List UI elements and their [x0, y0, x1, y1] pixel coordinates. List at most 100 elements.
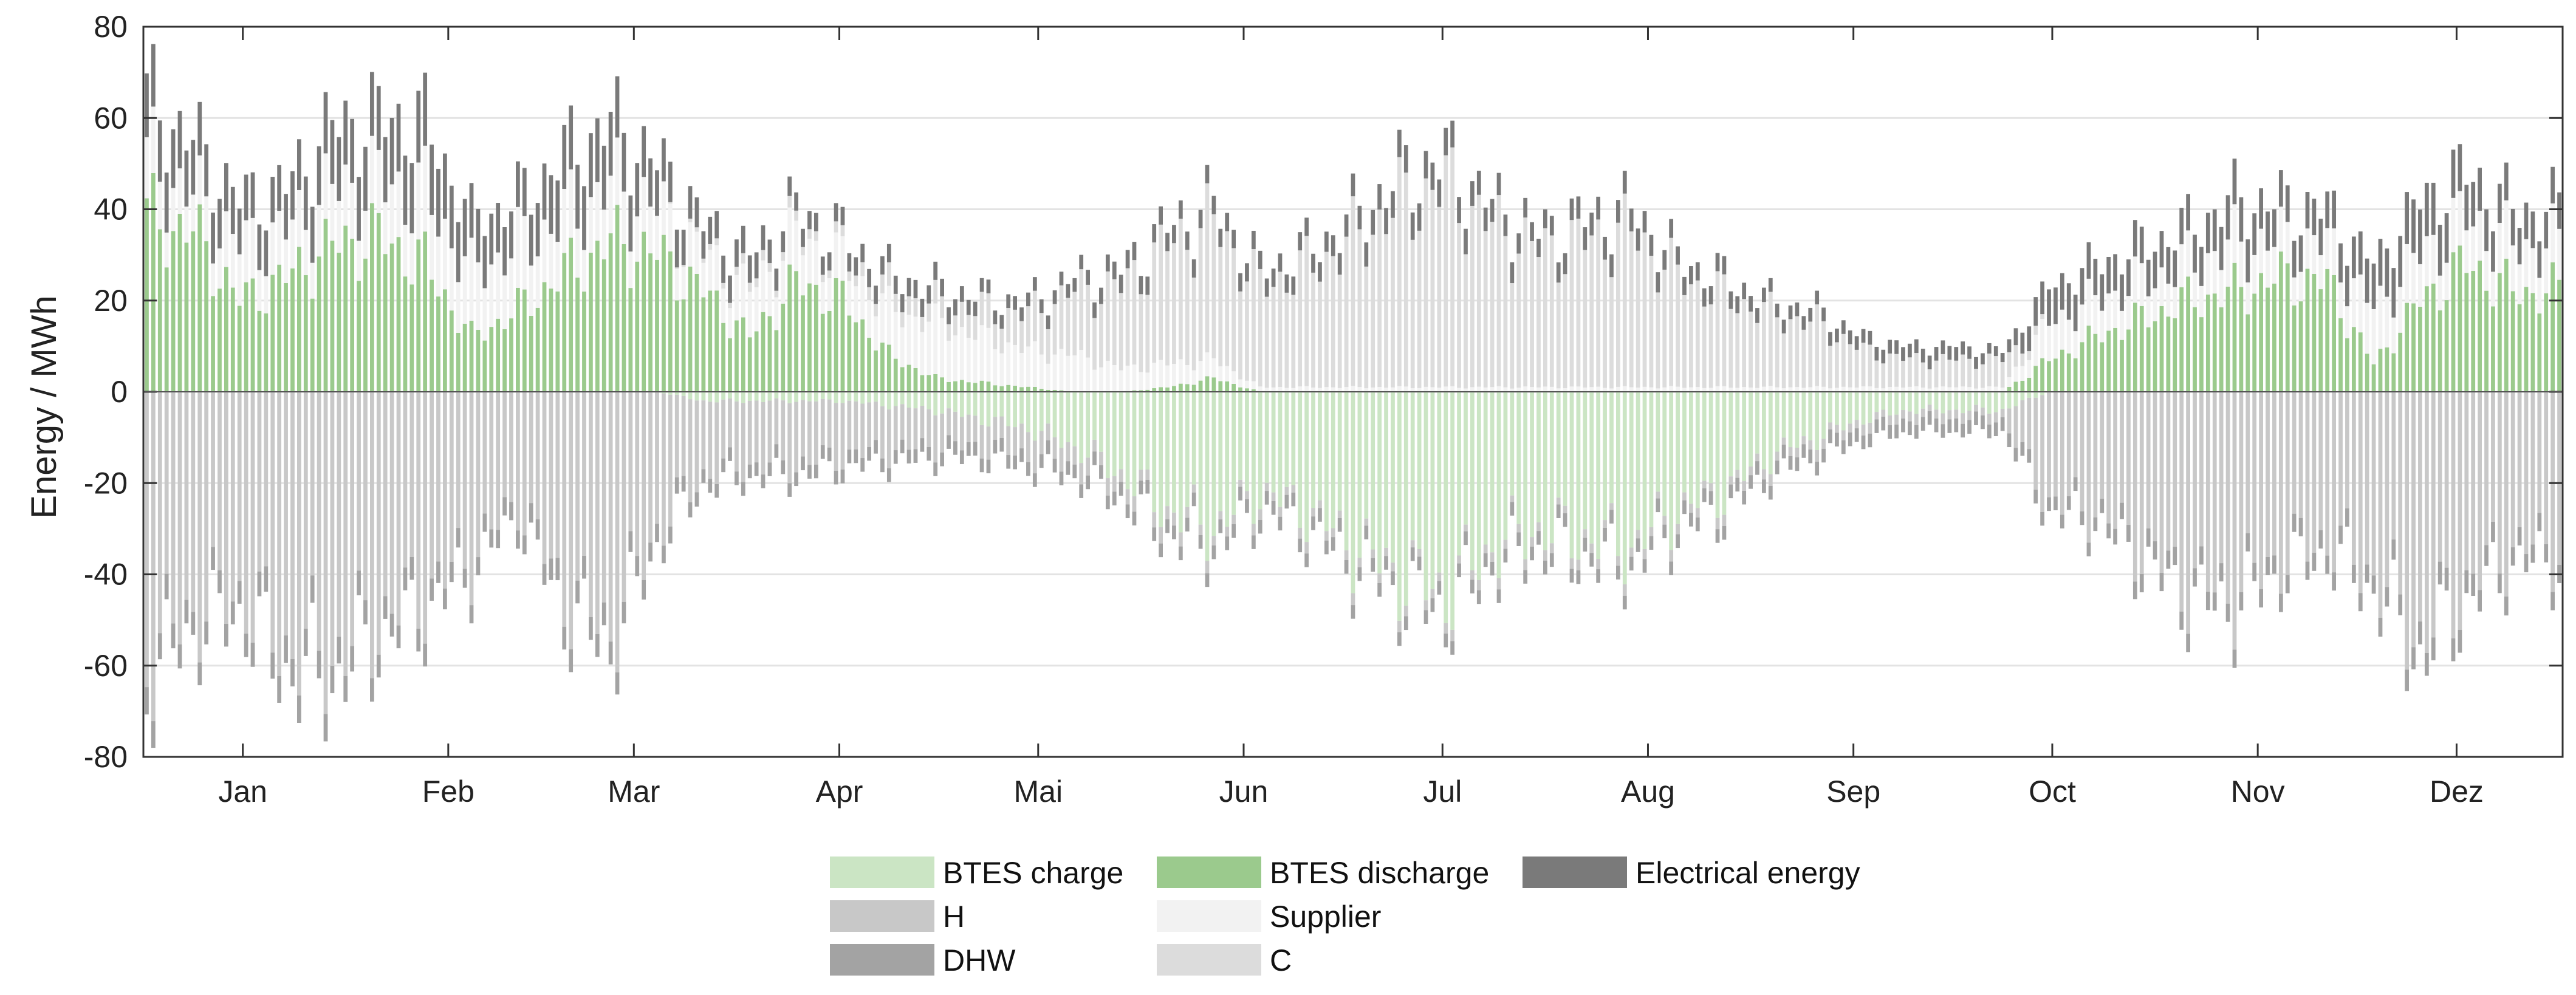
bar-cooling: [1914, 353, 1919, 386]
bar-dhw: [2259, 589, 2263, 608]
bar-cooling: [1861, 343, 1866, 387]
bar-heating: [1835, 425, 1839, 433]
bar-heating: [1079, 463, 1084, 485]
bar-btes-charge: [1563, 392, 1567, 506]
bar-electrical-energy: [728, 275, 732, 303]
bar-electrical-energy: [1569, 198, 1574, 221]
bar-cooling: [867, 287, 871, 301]
bar-dhw: [1364, 525, 1369, 539]
bar-heating: [847, 400, 852, 450]
bar-electrical-energy: [1337, 253, 1342, 275]
bar-supplier: [940, 318, 944, 378]
bar-cooling: [1927, 369, 1932, 389]
legend-item: DHW: [830, 943, 1016, 977]
bar-btes-charge: [906, 392, 911, 408]
bar-supplier: [2464, 230, 2469, 273]
bar-cooling: [1636, 250, 1640, 388]
bar-electrical-energy: [2358, 231, 2363, 275]
bar-heating: [1139, 470, 1143, 481]
bar-supplier: [1854, 387, 1859, 392]
bar-supplier: [1835, 388, 1839, 392]
bar-btes-discharge: [1026, 386, 1030, 392]
bar-btes-discharge: [337, 253, 341, 392]
bar-electrical-energy: [2431, 182, 2436, 235]
bar-cooling: [874, 304, 878, 316]
bar-dhw: [1444, 634, 1448, 648]
y-tick-label: 60: [94, 101, 128, 135]
bar-btes-discharge: [2120, 340, 2124, 392]
bar-btes-charge: [1934, 392, 1939, 410]
bar-electrical-energy: [1742, 282, 1747, 299]
bar-dhw: [2478, 590, 2482, 612]
bar-supplier: [1908, 386, 1912, 392]
bar-cooling: [1086, 284, 1090, 358]
bar-dhw: [1636, 538, 1640, 552]
bar-electrical-energy: [920, 298, 925, 317]
bar-electrical-energy: [874, 286, 878, 304]
bar-supplier: [807, 238, 812, 284]
bar-heating: [648, 392, 653, 543]
bar-electrical-energy: [820, 256, 825, 275]
bar-heating: [230, 392, 235, 602]
bar-electrical-energy: [2351, 236, 2356, 279]
bar-supplier: [1019, 352, 1024, 388]
bar-electrical-energy: [1543, 209, 1547, 228]
bar-dhw: [940, 453, 944, 467]
bar-electrical-energy: [2106, 256, 2111, 294]
bar-dhw: [814, 464, 818, 479]
bar-heating: [1755, 453, 1759, 462]
bar-dhw: [714, 484, 719, 498]
bar-btes-charge: [1649, 392, 1654, 527]
bar-supplier: [1781, 388, 1786, 392]
bar-dhw: [2245, 533, 2250, 552]
bar-heating: [1013, 427, 1017, 456]
bar-electrical-energy: [1510, 262, 1515, 284]
bar-supplier: [973, 340, 978, 383]
bar-cooling: [1304, 236, 1309, 386]
bar-electrical-energy: [2524, 202, 2529, 239]
bar-btes-charge: [1218, 392, 1223, 511]
bar-btes-discharge: [2378, 349, 2383, 392]
bar-heating: [2159, 392, 2164, 573]
bar-electrical-energy: [323, 92, 328, 154]
bar-supplier: [1105, 360, 1110, 392]
bar-supplier: [642, 177, 646, 232]
bar-heating: [1569, 558, 1574, 569]
bar-heating: [284, 392, 288, 636]
bar-heating: [1848, 423, 1852, 433]
bar-electrical-energy: [582, 186, 586, 250]
bar-cooling: [986, 293, 991, 328]
bar-dhw: [628, 531, 633, 552]
bar-dhw: [1801, 444, 1806, 458]
bar-dhw: [1324, 540, 1329, 555]
bar-heating: [1066, 442, 1070, 462]
bar-btes-discharge: [549, 289, 553, 392]
bar-btes-discharge: [2411, 303, 2416, 392]
bar-btes-charge: [1967, 392, 1971, 411]
bar-electrical-energy: [1993, 346, 1998, 357]
bar-btes-discharge: [310, 298, 315, 392]
bar-btes-charge: [1516, 392, 1521, 524]
bar-btes-charge: [681, 392, 686, 396]
bar-cooling: [1689, 284, 1693, 388]
bar-supplier: [1298, 386, 1303, 392]
bar-dhw: [270, 652, 275, 679]
bar-electrical-energy: [409, 163, 414, 234]
bar-supplier: [601, 210, 606, 259]
bar-heating: [781, 400, 786, 460]
bar-heating: [1264, 482, 1269, 491]
bar-btes-discharge: [1039, 388, 1044, 392]
bar-dhw: [1715, 529, 1720, 543]
bar-btes-discharge: [1165, 387, 1170, 392]
bar-heating: [264, 392, 269, 567]
bar-heating: [1132, 496, 1137, 512]
bar-supplier: [947, 340, 951, 382]
bar-heating: [1596, 559, 1601, 570]
bar-dhw: [1032, 473, 1037, 487]
bar-electrical-energy: [350, 118, 355, 183]
bar-btes-charge: [1304, 392, 1309, 542]
bar-supplier: [2312, 235, 2317, 274]
bar-cooling: [993, 324, 998, 350]
bar-supplier: [595, 182, 600, 241]
bar-cooling: [1152, 242, 1157, 363]
